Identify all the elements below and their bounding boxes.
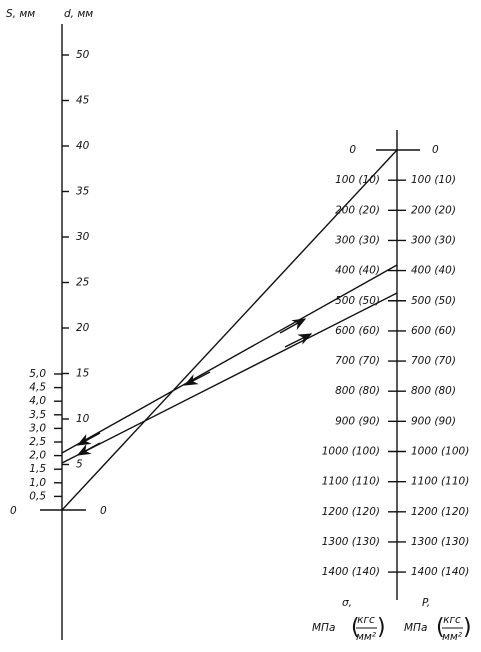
- d-tick-label: 15: [76, 368, 90, 380]
- arrow: [76, 442, 101, 456]
- d-tick-label: 35: [76, 186, 90, 198]
- p-label: P,: [422, 597, 430, 609]
- sigma-unit: МПа: [312, 622, 335, 634]
- sigma-tick-label: 200 (20): [335, 204, 380, 216]
- p-tick-label: 0: [432, 144, 439, 156]
- s-tick-label: 4,0: [29, 395, 46, 407]
- p-tick-label: 300 (30): [411, 234, 456, 246]
- d-tick-label: 20: [76, 322, 90, 334]
- s-tick-label: 5,0: [29, 368, 46, 380]
- p-tick-label: 1300 (130): [411, 536, 469, 548]
- key-line: [61, 149, 398, 511]
- sigma-tick-label: 100 (10): [335, 174, 380, 186]
- d-axis-label: d, мм: [64, 8, 93, 20]
- d-tick-label: 25: [76, 277, 90, 289]
- p-unit: МПа: [404, 622, 427, 634]
- p-tick-label: 400 (40): [411, 265, 456, 277]
- s-tick-label: 4,5: [29, 382, 46, 394]
- sigma-tick-label: 1200 (120): [322, 506, 380, 518]
- p-tick-label: 500 (50): [411, 295, 456, 307]
- p-tick-label: 100 (10): [411, 174, 456, 186]
- d-tick-label: 30: [76, 231, 90, 243]
- sigma-tick-label: 1300 (130): [322, 536, 380, 548]
- key-line: [61, 264, 398, 454]
- sigma-tick-label: 1100 (110): [322, 476, 380, 488]
- p-tick-label: 700 (70): [411, 355, 456, 367]
- sigma-label: σ,: [342, 597, 352, 609]
- sigma-tick-label: 400 (40): [335, 265, 380, 277]
- p-tick-label: 1200 (120): [411, 506, 469, 518]
- d-tick-label: 10: [76, 413, 90, 425]
- d-tick-label: 40: [76, 140, 90, 152]
- p-num: кгс: [443, 614, 461, 626]
- s-tick-label: 0,5: [29, 490, 46, 502]
- sigma-tick-label: 900 (90): [335, 415, 380, 427]
- sigma-tick-label: 1000 (100): [322, 446, 380, 458]
- p-den: мм²: [442, 631, 463, 643]
- sigma-tick-label: 500 (50): [335, 295, 380, 307]
- sigma-tick-label: 300 (30): [335, 234, 380, 246]
- paren: (: [351, 615, 360, 640]
- s-tick-label: 1,5: [29, 463, 46, 475]
- p-tick-label: 1000 (100): [411, 446, 469, 458]
- sigma-den: мм²: [356, 631, 377, 643]
- paren: (: [436, 615, 445, 640]
- p-tick-label: 600 (60): [411, 325, 456, 337]
- d-tick-label: 50: [76, 49, 90, 61]
- s-tick-label: 2,0: [29, 450, 46, 462]
- p-tick-label: 900 (90): [411, 415, 456, 427]
- s-tick-label: 1,0: [29, 477, 46, 489]
- zero-label: 0: [10, 505, 17, 517]
- p-tick-label: 1400 (140): [411, 566, 469, 578]
- arrow: [76, 432, 101, 446]
- sigma-tick-label: 700 (70): [335, 355, 380, 367]
- s-tick-label: 3,5: [29, 409, 46, 421]
- p-tick-label: 1100 (110): [411, 476, 469, 488]
- p-tick-label: 800 (80): [411, 385, 456, 397]
- key-line: [61, 292, 398, 464]
- d-tick-label: 5: [76, 459, 83, 471]
- sigma-tick-label: 0: [349, 144, 356, 156]
- p-tick-label: 200 (20): [411, 204, 456, 216]
- arrow: [183, 371, 211, 386]
- arrow: [279, 318, 307, 334]
- sigma-num: кгс: [357, 614, 375, 626]
- s-axis-label: S, мм: [6, 8, 35, 20]
- d-tick-label: 45: [76, 95, 90, 107]
- arrow: [284, 333, 313, 348]
- paren: ): [463, 615, 472, 640]
- sigma-tick-label: 1400 (140): [322, 566, 380, 578]
- sigma-tick-label: 800 (80): [335, 385, 380, 397]
- zero-label: 0: [100, 505, 107, 517]
- s-tick-label: 3,0: [29, 422, 46, 434]
- sigma-tick-label: 600 (60): [335, 325, 380, 337]
- paren: ): [377, 615, 386, 640]
- s-tick-label: 2,5: [29, 436, 46, 448]
